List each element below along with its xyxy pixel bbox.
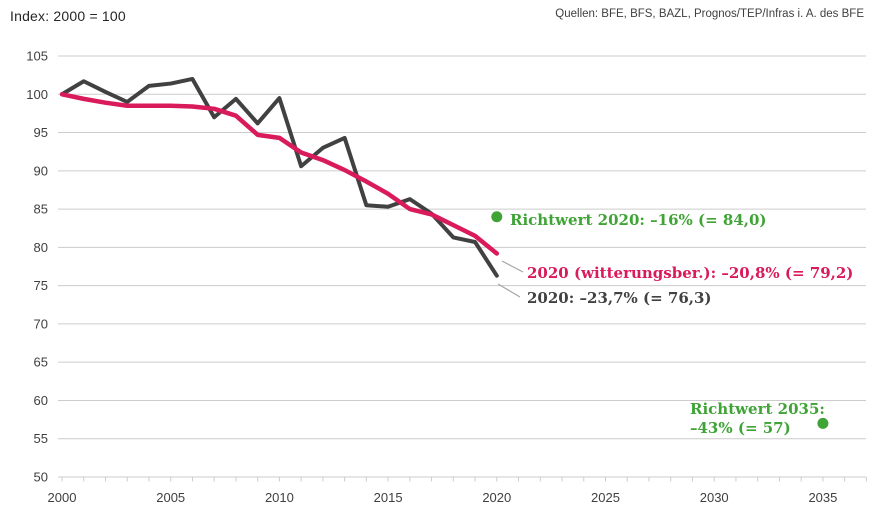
target-dot — [817, 417, 829, 429]
index-title: Index: 2000 = 100 — [10, 8, 126, 24]
y-axis-label: 90 — [34, 163, 48, 178]
y-axis-label: 85 — [34, 202, 48, 217]
y-axis-label: 100 — [26, 87, 48, 102]
x-axis-label: 2030 — [700, 490, 729, 505]
series-raw-line — [60, 76, 499, 278]
y-axis-label: 70 — [34, 316, 48, 331]
leader-raw — [497, 283, 521, 298]
leader-lines — [497, 260, 524, 298]
y-axis-label: 55 — [34, 431, 48, 446]
source-note: Quellen: BFE, BFS, BAZL, Prognos/TEP/Inf… — [555, 8, 864, 20]
target-dot — [491, 211, 503, 223]
x-axis-label: 2020 — [482, 490, 511, 505]
y-axis-label: 50 — [34, 470, 48, 485]
x-axis-minor-ticks — [61, 477, 867, 482]
x-axis-label: 2025 — [591, 490, 620, 505]
annotation-richtwert-2035-line1: Richtwert 2035: — [690, 400, 825, 418]
x-axis-label: 2015 — [374, 490, 403, 505]
y-axis-label: 65 — [34, 355, 48, 370]
y-axis-label: 60 — [34, 393, 48, 408]
y-axis-labels: 105 100 95 90 85 80 75 70 65 60 55 50 — [26, 49, 48, 485]
annotation-richtwert-2035-line2: –43% (= 57) — [690, 419, 791, 437]
x-axis-labels: 2000 2005 2010 2015 2020 2025 2030 2035 — [48, 490, 838, 505]
series-lines — [59, 76, 500, 278]
leader-weather-corrected — [501, 260, 524, 273]
x-axis-label: 2010 — [265, 490, 294, 505]
annotation-richtwert-2020: Richtwert 2020: –16% (= 84,0) — [510, 211, 767, 229]
x-axis-label: 2000 — [48, 490, 77, 505]
gridlines — [58, 55, 866, 478]
x-axis-label: 2005 — [156, 490, 185, 505]
y-axis-label: 95 — [34, 125, 48, 140]
y-axis-label: 105 — [26, 49, 48, 64]
x-axis-label: 2035 — [808, 490, 837, 505]
target-dots — [491, 211, 829, 429]
y-axis-label: 80 — [34, 240, 48, 255]
series-weather-corrected-line — [59, 92, 500, 256]
annotation-2020-raw: 2020: –23,7% (= 76,3) — [527, 289, 712, 307]
annotation-2020-weather-corrected: 2020 (witterungsber.): –20,8% (= 79,2) — [527, 264, 853, 282]
y-axis-label: 75 — [34, 278, 48, 293]
